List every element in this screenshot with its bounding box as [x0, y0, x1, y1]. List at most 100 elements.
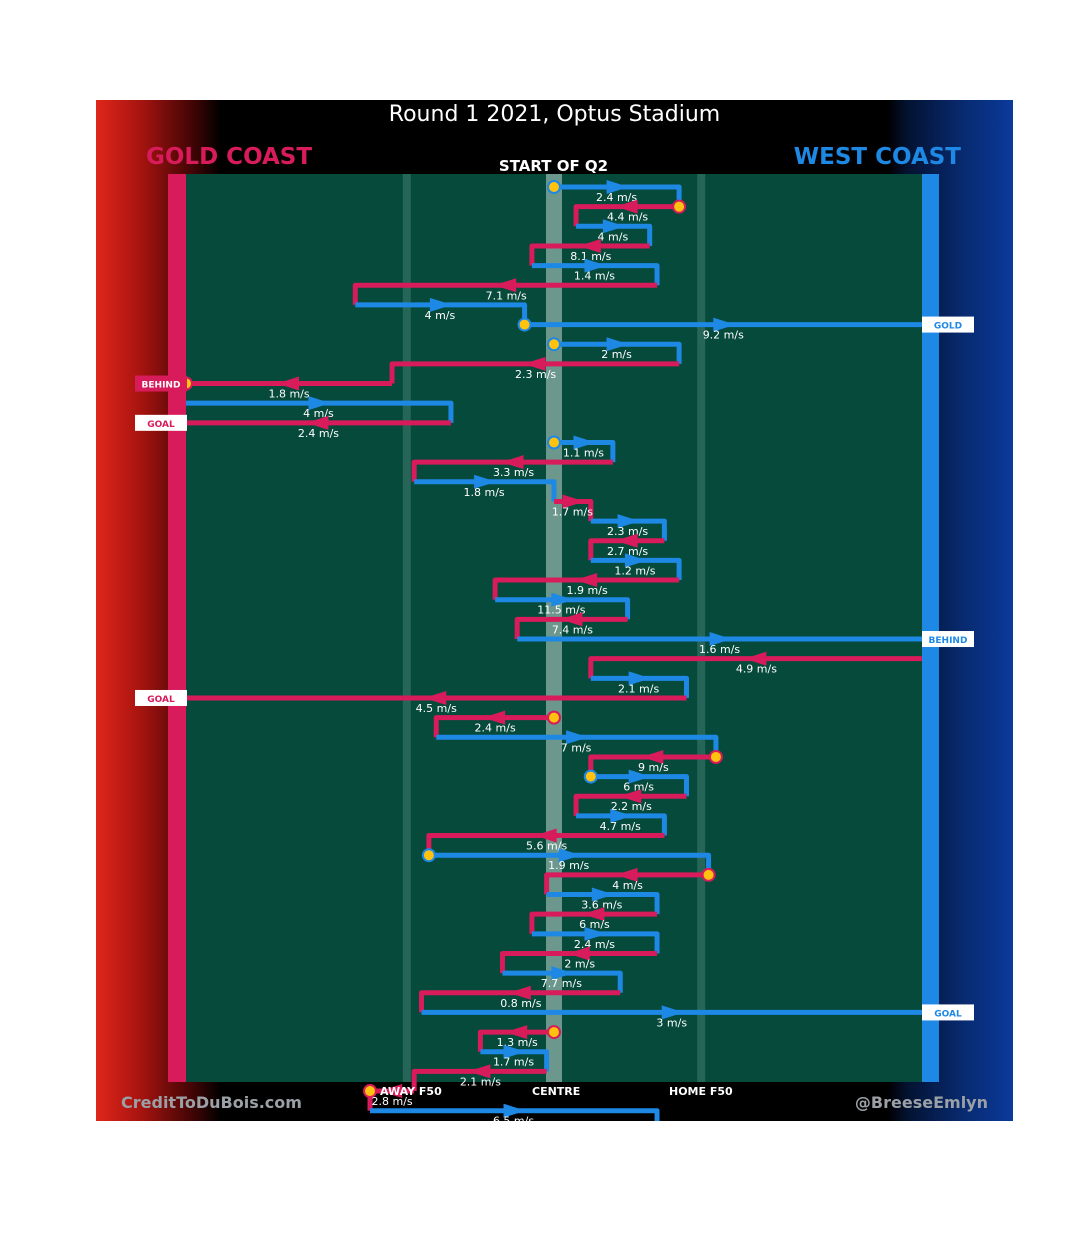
chain-path — [576, 223, 653, 246]
chain-27: 2.4 m/s — [433, 710, 561, 738]
direction-arrow — [591, 887, 614, 902]
possession-marker — [547, 435, 561, 450]
chain-path — [531, 263, 660, 286]
speed-label: 2.4 m/s — [298, 427, 339, 440]
chain-path — [477, 1029, 554, 1052]
chain-path — [546, 892, 660, 915]
speed-label: 7 m/s — [561, 741, 592, 754]
chain-path — [590, 675, 689, 698]
chain-41: 0.8 m/s — [419, 985, 621, 1013]
chain-path — [502, 970, 623, 993]
speed-label: 7.1 m/s — [486, 289, 527, 302]
chain-21: 11.5 m/s — [495, 592, 631, 620]
credit-left: CreditToDuBois.com — [121, 1093, 302, 1112]
direction-arrow — [566, 730, 589, 745]
chain-path — [411, 459, 613, 482]
chain-path — [531, 931, 660, 954]
speed-label: 5.6 m/s — [526, 840, 567, 853]
speed-label: 4.7 m/s — [600, 820, 641, 833]
direction-arrow — [567, 946, 590, 961]
speed-label: 6 m/s — [579, 918, 610, 931]
direction-arrow — [615, 533, 638, 548]
direction-arrow — [744, 651, 767, 666]
speed-label: 4.9 m/s — [736, 663, 777, 676]
speed-label: 4 m/s — [425, 309, 456, 322]
axis-label-home-f50: HOME F50 — [669, 1085, 733, 1098]
credit-right: @BreeseEmlyn — [854, 1093, 988, 1112]
chain-path — [590, 774, 689, 797]
chain-4: 1.4 m/s — [531, 258, 660, 286]
chain-path — [186, 400, 454, 423]
result-label: GOLD — [934, 322, 962, 332]
direction-arrow — [424, 690, 447, 705]
chain-8: 2 m/s — [547, 337, 682, 364]
chain-42: 3 m/s GOAL — [421, 1004, 974, 1029]
speed-label: 3.3 m/s — [493, 466, 534, 479]
direction-arrow — [602, 219, 625, 234]
direction-arrow — [709, 632, 732, 647]
chain-chart: 2.4 m/s 4.4 m/s 4 m/s 8.1 m/s 1.4 m/s 7.1 m/s… — [135, 174, 974, 1121]
direction-arrow — [505, 1025, 528, 1040]
speed-label: 2.1 m/s — [618, 682, 659, 695]
speed-label: 2.1 m/s — [460, 1075, 501, 1088]
chain-39: 2 m/s — [499, 946, 658, 974]
direction-arrow — [277, 376, 300, 391]
chain-20: 1.9 m/s — [492, 573, 680, 600]
speed-label: 1.8 m/s — [268, 388, 309, 401]
direction-arrow — [429, 297, 452, 312]
chain-path — [370, 1108, 660, 1121]
speed-label: 4.5 m/s — [416, 702, 457, 715]
chain-1: 4.4 m/s — [573, 199, 687, 227]
speed-label: 4 m/s — [303, 407, 334, 420]
chain-path — [529, 911, 658, 934]
direction-arrow — [501, 455, 524, 470]
chain-24: 4.9 m/s — [588, 651, 922, 679]
result-badge — [922, 631, 974, 648]
chain-30: 6 m/s — [583, 769, 689, 797]
chain-path — [480, 1049, 550, 1072]
result-badge — [135, 375, 187, 392]
possession-marker — [672, 199, 687, 214]
direction-arrow — [380, 1084, 403, 1099]
chain-10: 1.8 m/s BEHIND — [135, 375, 393, 401]
speed-label: 2.7 m/s — [607, 545, 648, 558]
result-label: GOAL — [934, 1009, 962, 1019]
chain-22: 7.4 m/s — [514, 612, 628, 640]
chain-11: 4 m/s — [186, 396, 454, 423]
direction-arrow — [503, 1103, 526, 1118]
chain-26: 4.5 m/s GOAL — [135, 689, 687, 715]
direction-arrow — [615, 199, 638, 214]
result-badge — [922, 1004, 974, 1021]
chain-40: 7.7 m/s — [502, 966, 623, 993]
chain-32: 4.7 m/s — [576, 808, 667, 836]
speed-label: 2 m/s — [601, 348, 632, 361]
speed-label: 1.6 m/s — [699, 643, 740, 656]
chain-45: 2.1 m/s — [411, 1064, 547, 1092]
direction-arrow — [584, 258, 607, 273]
chain-path — [495, 597, 631, 620]
chain-path — [419, 990, 621, 1013]
speed-label: 2.4 m/s — [475, 722, 516, 735]
possession-marker — [517, 317, 532, 332]
chain-17: 2.3 m/s — [590, 514, 667, 541]
zone-line-0 — [402, 174, 411, 1082]
speed-label: 1.9 m/s — [567, 584, 608, 597]
direction-arrow — [503, 1044, 526, 1059]
direction-arrow — [573, 435, 596, 450]
chain-path — [573, 793, 687, 816]
direction-arrow — [551, 592, 574, 607]
possession-marker — [547, 1025, 561, 1040]
possession-marker — [547, 180, 561, 194]
direction-arrow — [558, 848, 581, 863]
chain-44: 1.7 m/s — [480, 1044, 550, 1072]
chain-13: 1.1 m/s — [547, 435, 616, 463]
chain-path — [588, 656, 922, 679]
chain-path — [590, 557, 682, 581]
speed-label: 1.1 m/s — [563, 446, 604, 459]
chain-path — [529, 243, 650, 266]
possession-marker — [547, 710, 561, 725]
direction-arrow — [582, 907, 605, 922]
speed-label: 4 m/s — [598, 230, 629, 243]
chain-path — [433, 715, 554, 738]
speed-label: 4.4 m/s — [607, 211, 648, 224]
